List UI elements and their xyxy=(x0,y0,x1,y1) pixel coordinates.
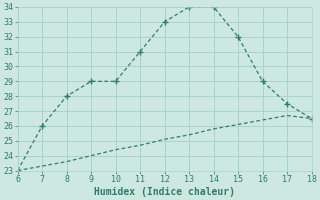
X-axis label: Humidex (Indice chaleur): Humidex (Indice chaleur) xyxy=(94,186,235,197)
